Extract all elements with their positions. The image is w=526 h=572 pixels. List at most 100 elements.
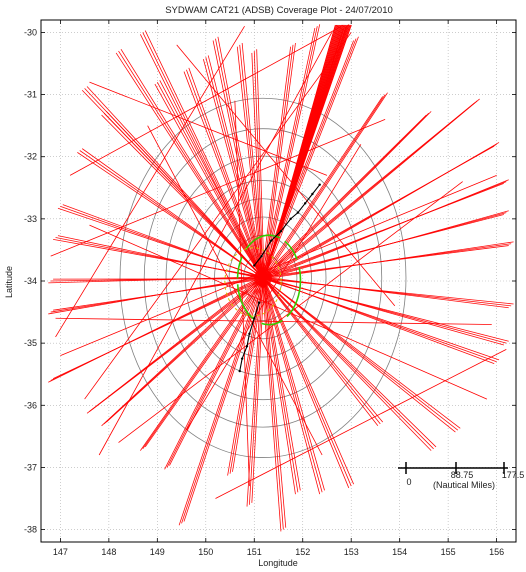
adsb-track (262, 44, 294, 278)
adsb-track (178, 276, 263, 526)
range-ring (165, 155, 361, 401)
local-track-point (257, 301, 261, 304)
adsb-crossing-track (89, 81, 328, 176)
adsb-track (48, 276, 262, 284)
y-tick-label: -32 (24, 152, 37, 162)
adsb-crossing-track (55, 317, 492, 325)
adsb-track (62, 204, 265, 280)
adsb-track (263, 278, 461, 429)
adsb-track (101, 114, 263, 278)
adsb-track (261, 276, 350, 489)
adsb-track (81, 148, 265, 280)
adsb-track (166, 277, 264, 468)
local-track-point (253, 264, 256, 267)
local-track-point (279, 230, 283, 233)
adsb-crossing-track (215, 349, 507, 499)
adsb-track (263, 278, 354, 485)
y-axis-label: Latitude (4, 266, 14, 298)
x-axis-ticks: 147 148 149 150 151 152 153 154 155 156 (53, 20, 504, 557)
x-tick-label: 148 (101, 547, 116, 557)
adsb-track (81, 89, 263, 278)
scale-label-2: 177.5 (502, 470, 525, 480)
adsb-track (159, 80, 265, 280)
x-tick-label: 153 (344, 547, 359, 557)
adsb-track (53, 278, 265, 311)
adsb-crossing-track (89, 224, 488, 400)
y-tick-label: -34 (24, 276, 37, 286)
airport-boundary (236, 234, 302, 326)
dashed-boundary (224, 247, 282, 317)
adsb-crossing-track (55, 26, 245, 338)
adsb-track (262, 277, 284, 530)
adsb-track (262, 277, 323, 493)
adsb-track (50, 277, 263, 282)
adsb-track (263, 111, 432, 280)
local-track-south (239, 302, 260, 372)
local-track-point (270, 239, 273, 242)
adsb-crossing-track (60, 174, 497, 356)
adsb-track (154, 83, 263, 278)
adsb-track (142, 32, 264, 279)
adsb-track (262, 112, 430, 279)
adsb-track (264, 241, 514, 280)
adsb-track (103, 277, 264, 425)
adsb-track (91, 278, 265, 410)
adsb-track (264, 210, 509, 280)
adsb-track (263, 142, 500, 280)
adsb-track (263, 278, 384, 423)
adsb-track (261, 276, 379, 427)
x-tick-label: 149 (150, 547, 165, 557)
adsb-track (251, 278, 265, 503)
adsb-track (118, 50, 264, 279)
adsb-crossing-track (186, 144, 362, 431)
adsb-track (263, 92, 388, 280)
y-tick-label: -35 (24, 338, 37, 348)
adsb-track-corridor (266, 24, 352, 271)
adsb-track (261, 276, 282, 532)
adsb-track (229, 277, 264, 474)
range-ring (143, 128, 383, 428)
adsb-crossing-track (176, 44, 396, 307)
x-tick-label: 151 (247, 547, 262, 557)
local-track-point (238, 369, 241, 373)
adsb-track (249, 277, 264, 505)
adsb-track (261, 276, 321, 495)
adsb-track (263, 278, 301, 491)
scale-label-0: 0 (406, 477, 411, 487)
adsb-track (261, 276, 432, 451)
adsb-track (52, 278, 265, 379)
adsb-track (263, 36, 359, 280)
adsb-track (181, 277, 264, 524)
local-track-point (318, 183, 321, 186)
adsb-track (263, 98, 480, 280)
adsb-track (262, 94, 386, 279)
adsb-track (261, 96, 384, 278)
x-tick-label: 155 (441, 547, 456, 557)
data-layer (48, 24, 514, 532)
local-track-point (311, 192, 314, 196)
adsb-crossing-track (98, 32, 333, 456)
adsb-track (263, 24, 321, 279)
adsb-crossing-track (84, 32, 352, 400)
local-track-point (245, 345, 249, 348)
adsb-track (144, 30, 265, 280)
local-track-point (296, 211, 300, 214)
range-ring (119, 97, 407, 458)
adsb-track (264, 278, 509, 342)
adsb-track (239, 44, 264, 278)
adsb-track (169, 278, 265, 466)
range-ring (185, 180, 341, 376)
chart-title: SYDWAM CAT21 (ADSB) Coverage Plot - 24/0… (165, 5, 393, 16)
adsb-track (264, 278, 500, 361)
adsb-track (101, 276, 263, 427)
adsb-track (262, 277, 381, 425)
x-tick-label: 154 (392, 547, 407, 557)
adsb-track (262, 277, 434, 450)
local-track-point (289, 217, 292, 221)
adsb-crossing-track (50, 119, 386, 257)
adsb-track (86, 86, 265, 280)
adsb-track (262, 277, 299, 493)
adsb-track (57, 235, 265, 280)
